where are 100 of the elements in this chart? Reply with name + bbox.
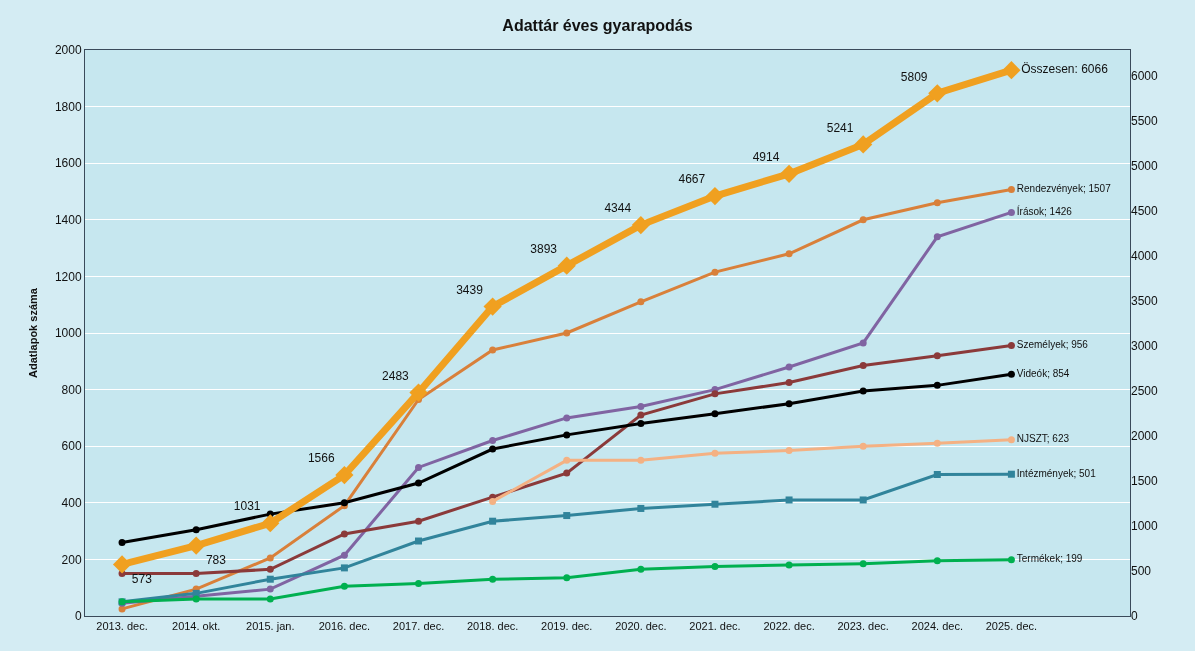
y-axis-title: Adatlapok száma — [26, 287, 39, 378]
data-label: 4667 — [678, 172, 706, 187]
point — [489, 575, 497, 583]
point — [340, 551, 348, 559]
x-tick-label: 2018. dec. — [466, 620, 519, 633]
point — [779, 164, 799, 183]
data-label: 5809 — [900, 69, 928, 84]
y-tick-label: 2000 — [54, 43, 82, 58]
data-label: 783 — [205, 553, 227, 568]
chart-title: Adattár éves gyarapodás — [502, 16, 693, 34]
y2-tick-label: 4500 — [1131, 204, 1159, 219]
point — [785, 379, 793, 387]
point — [489, 517, 497, 525]
y2-tick-label: 6000 — [1131, 69, 1159, 84]
point — [637, 298, 645, 306]
data-label: 1566 — [307, 451, 335, 466]
point — [340, 564, 348, 572]
point — [711, 410, 719, 418]
y2-tick-label: 5500 — [1131, 114, 1159, 129]
point — [563, 469, 571, 477]
y-tick-label: 1800 — [54, 99, 82, 114]
y2-tick-label: 4000 — [1131, 249, 1159, 264]
x-tick-label: 2021. dec. — [689, 620, 741, 633]
point — [928, 84, 947, 103]
x-tick-label: 2019. dec. — [541, 620, 593, 633]
point — [415, 537, 423, 545]
point — [705, 186, 725, 206]
point — [637, 403, 645, 411]
point — [563, 414, 571, 422]
x-tick-label: 2023. dec. — [837, 620, 889, 633]
point — [415, 463, 423, 471]
point — [637, 411, 645, 419]
point — [266, 585, 274, 593]
point — [859, 442, 867, 450]
y2-tick-label: 2000 — [1131, 429, 1159, 444]
point — [859, 362, 867, 370]
point — [261, 514, 280, 533]
point — [859, 496, 867, 504]
point — [637, 504, 645, 512]
data-label: Termékek; 199 — [1016, 553, 1083, 565]
point — [557, 256, 576, 275]
data-label: Intézmények; 501 — [1016, 467, 1097, 479]
point — [415, 517, 423, 525]
point — [415, 479, 423, 487]
y2-tick-label: 3000 — [1131, 339, 1159, 354]
point — [415, 579, 423, 587]
point — [187, 536, 206, 555]
point — [785, 561, 793, 569]
point — [859, 216, 867, 224]
point — [637, 420, 645, 428]
point — [266, 565, 274, 573]
y-tick-label: 1600 — [54, 156, 82, 171]
data-label: 3439 — [456, 282, 484, 297]
point — [340, 530, 348, 538]
point — [1007, 370, 1015, 378]
data-label: Összesen: 6066 — [1021, 62, 1109, 77]
point — [112, 555, 132, 574]
x-tick-label: 2013. dec. — [96, 620, 148, 633]
point — [785, 250, 793, 258]
x-tick-label: 2017. dec. — [392, 620, 445, 633]
point — [266, 595, 274, 603]
point — [785, 363, 793, 371]
point — [563, 456, 571, 464]
point — [563, 431, 571, 439]
point — [489, 437, 497, 445]
point — [563, 512, 571, 520]
point — [933, 471, 941, 478]
y2-tick-label: 3500 — [1131, 294, 1159, 309]
point — [340, 582, 348, 590]
point — [563, 574, 571, 582]
point — [483, 297, 502, 316]
point — [933, 439, 941, 447]
data-label: Videók; 854 — [1016, 367, 1070, 379]
x-tick-label: 2025. dec. — [985, 620, 1038, 633]
point — [489, 497, 497, 505]
point — [711, 449, 719, 457]
point — [933, 233, 941, 241]
data-label: Személyek; 956 — [1016, 338, 1089, 350]
y2-tick-label: 0 — [1131, 609, 1138, 624]
point — [192, 570, 200, 578]
x-tick-label: 2015. jan. — [246, 620, 295, 633]
point — [118, 538, 126, 546]
data-label: 1031 — [233, 499, 261, 514]
y-tick-label: 200 — [61, 552, 82, 567]
point — [563, 329, 571, 337]
x-tick-label: 2024. dec. — [911, 620, 963, 633]
data-label: 5241 — [826, 120, 854, 135]
point — [785, 400, 793, 408]
point — [711, 500, 719, 508]
point — [711, 390, 719, 398]
point — [933, 557, 941, 565]
y2-tick-label: 500 — [1131, 564, 1152, 579]
data-label: 2483 — [382, 368, 410, 383]
y2-tick-label: 1000 — [1131, 519, 1159, 534]
point — [859, 339, 867, 347]
data-label: 3893 — [530, 241, 558, 256]
point — [933, 381, 941, 389]
point — [854, 135, 873, 154]
y-tick-label: 600 — [61, 439, 82, 454]
point — [1002, 61, 1021, 80]
